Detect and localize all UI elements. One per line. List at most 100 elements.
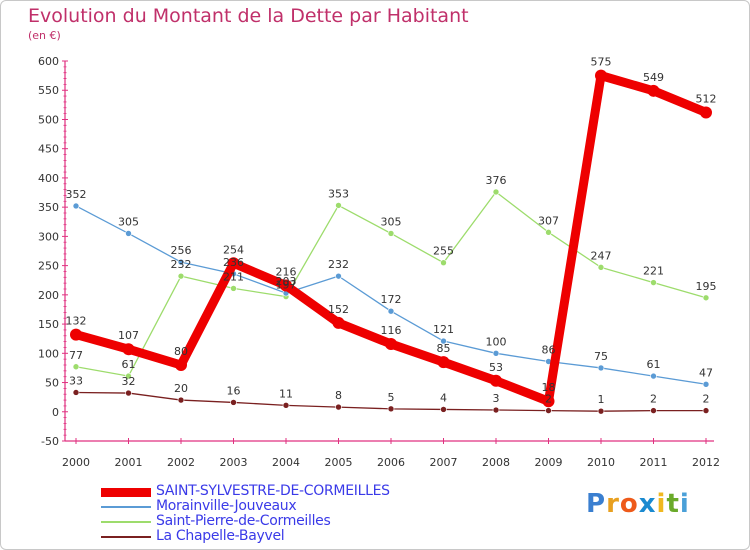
data-label: 61 xyxy=(122,358,136,371)
data-point xyxy=(545,228,552,236)
data-point xyxy=(125,372,132,380)
data-label: 575 xyxy=(591,56,612,69)
data-label: 53 xyxy=(489,361,503,374)
data-point xyxy=(177,272,185,280)
data-point xyxy=(597,264,605,271)
legend-swatch xyxy=(101,536,151,538)
legend-swatch xyxy=(101,521,151,523)
data-point xyxy=(542,395,555,408)
data-point xyxy=(177,258,185,266)
data-point xyxy=(72,363,80,371)
y-tick-label: 350 xyxy=(38,201,59,214)
data-point xyxy=(387,230,395,237)
chart-title: Evolution du Montant de la Dette par Hab… xyxy=(28,5,469,27)
data-label: 8 xyxy=(335,389,342,402)
data-label: 33 xyxy=(69,374,83,387)
data-point xyxy=(335,272,342,280)
legend-label: Morainville-Jouveaux xyxy=(156,498,297,514)
data-point xyxy=(700,106,712,119)
x-tick-label: 2000 xyxy=(62,456,90,469)
data-point xyxy=(230,285,237,292)
data-label: 20 xyxy=(174,382,188,395)
data-label: 107 xyxy=(118,329,139,342)
data-point xyxy=(492,406,500,414)
data-point xyxy=(545,407,552,414)
legend-label: Saint-Pierre-de-Cormeilles xyxy=(156,513,331,529)
data-label: 172 xyxy=(381,293,402,306)
data-label: 86 xyxy=(542,343,556,356)
data-point xyxy=(387,405,395,413)
data-label: 221 xyxy=(643,265,664,278)
y-tick-label: 200 xyxy=(38,289,59,302)
data-label: 16 xyxy=(227,384,241,397)
data-point xyxy=(597,364,605,372)
data-label: 549 xyxy=(643,71,664,84)
data-label: 255 xyxy=(433,245,454,258)
data-label: 2 xyxy=(703,393,710,406)
data-point xyxy=(227,257,240,270)
data-point xyxy=(335,403,342,411)
data-point xyxy=(440,259,447,266)
logo-letter: i xyxy=(656,489,667,519)
proxiti-logo: Proxiti xyxy=(586,489,690,519)
data-point xyxy=(702,407,710,414)
data-label: 236 xyxy=(223,256,244,269)
data-label: 61 xyxy=(647,358,661,371)
data-label: 305 xyxy=(118,215,139,228)
data-point xyxy=(122,343,135,356)
data-label: 5 xyxy=(388,391,395,404)
x-tick-label: 2001 xyxy=(115,456,143,469)
legend-swatch xyxy=(101,487,151,497)
legend-label: SAINT-SYLVESTRE-DE-CORMEILLES xyxy=(156,483,390,499)
data-label: 352 xyxy=(66,188,87,201)
data-point xyxy=(437,356,450,369)
data-point xyxy=(647,84,660,97)
data-label: 232 xyxy=(328,258,349,271)
data-label: 75 xyxy=(594,350,608,363)
data-label: 3 xyxy=(493,392,500,405)
x-tick-label: 2008 xyxy=(482,456,510,469)
data-point xyxy=(490,374,502,387)
data-point xyxy=(492,188,500,196)
x-tick-label: 2005 xyxy=(325,456,353,469)
data-point xyxy=(492,350,500,357)
data-point xyxy=(597,407,605,415)
x-tick-label: 2007 xyxy=(430,456,458,469)
y-tick-label: 300 xyxy=(38,230,59,243)
data-label: 195 xyxy=(696,280,717,293)
y-tick-label: 50 xyxy=(45,377,59,390)
data-label: 197 xyxy=(276,279,297,292)
x-tick-label: 2012 xyxy=(692,456,720,469)
data-label: 85 xyxy=(437,342,451,355)
data-point xyxy=(125,230,132,237)
data-label: 247 xyxy=(591,249,612,262)
data-label: 2 xyxy=(650,393,657,406)
x-tick-label: 2002 xyxy=(167,456,195,469)
data-point xyxy=(385,337,397,350)
x-tick-label: 2006 xyxy=(377,456,405,469)
data-label: 47 xyxy=(699,366,713,379)
data-point xyxy=(125,389,132,397)
data-point xyxy=(650,407,657,414)
axes: -50 0 50 100 150 200 250 300 350 400 450 500 550 600 2… xyxy=(38,55,720,469)
data-label: 305 xyxy=(381,215,402,228)
legend-swatch xyxy=(101,506,151,508)
data-label: 512 xyxy=(696,92,717,105)
data-label: 11 xyxy=(279,387,293,400)
logo-letter: P xyxy=(586,489,607,519)
data-label: 376 xyxy=(486,174,507,187)
data-label: 203 xyxy=(276,275,297,288)
y-tick-label: 500 xyxy=(38,113,59,126)
data-point xyxy=(702,294,710,302)
y-tick-label: 450 xyxy=(38,143,59,156)
data-label: 100 xyxy=(486,335,507,348)
logo-letter: x xyxy=(638,489,657,519)
data-point xyxy=(175,359,187,371)
y-tick-label: -50 xyxy=(41,435,59,448)
data-point xyxy=(387,307,395,315)
data-label: 18 xyxy=(542,381,556,394)
data-point xyxy=(72,202,80,210)
data-label: 254 xyxy=(223,243,244,256)
x-tick-label: 2009 xyxy=(535,456,563,469)
data-label: 256 xyxy=(171,244,192,257)
